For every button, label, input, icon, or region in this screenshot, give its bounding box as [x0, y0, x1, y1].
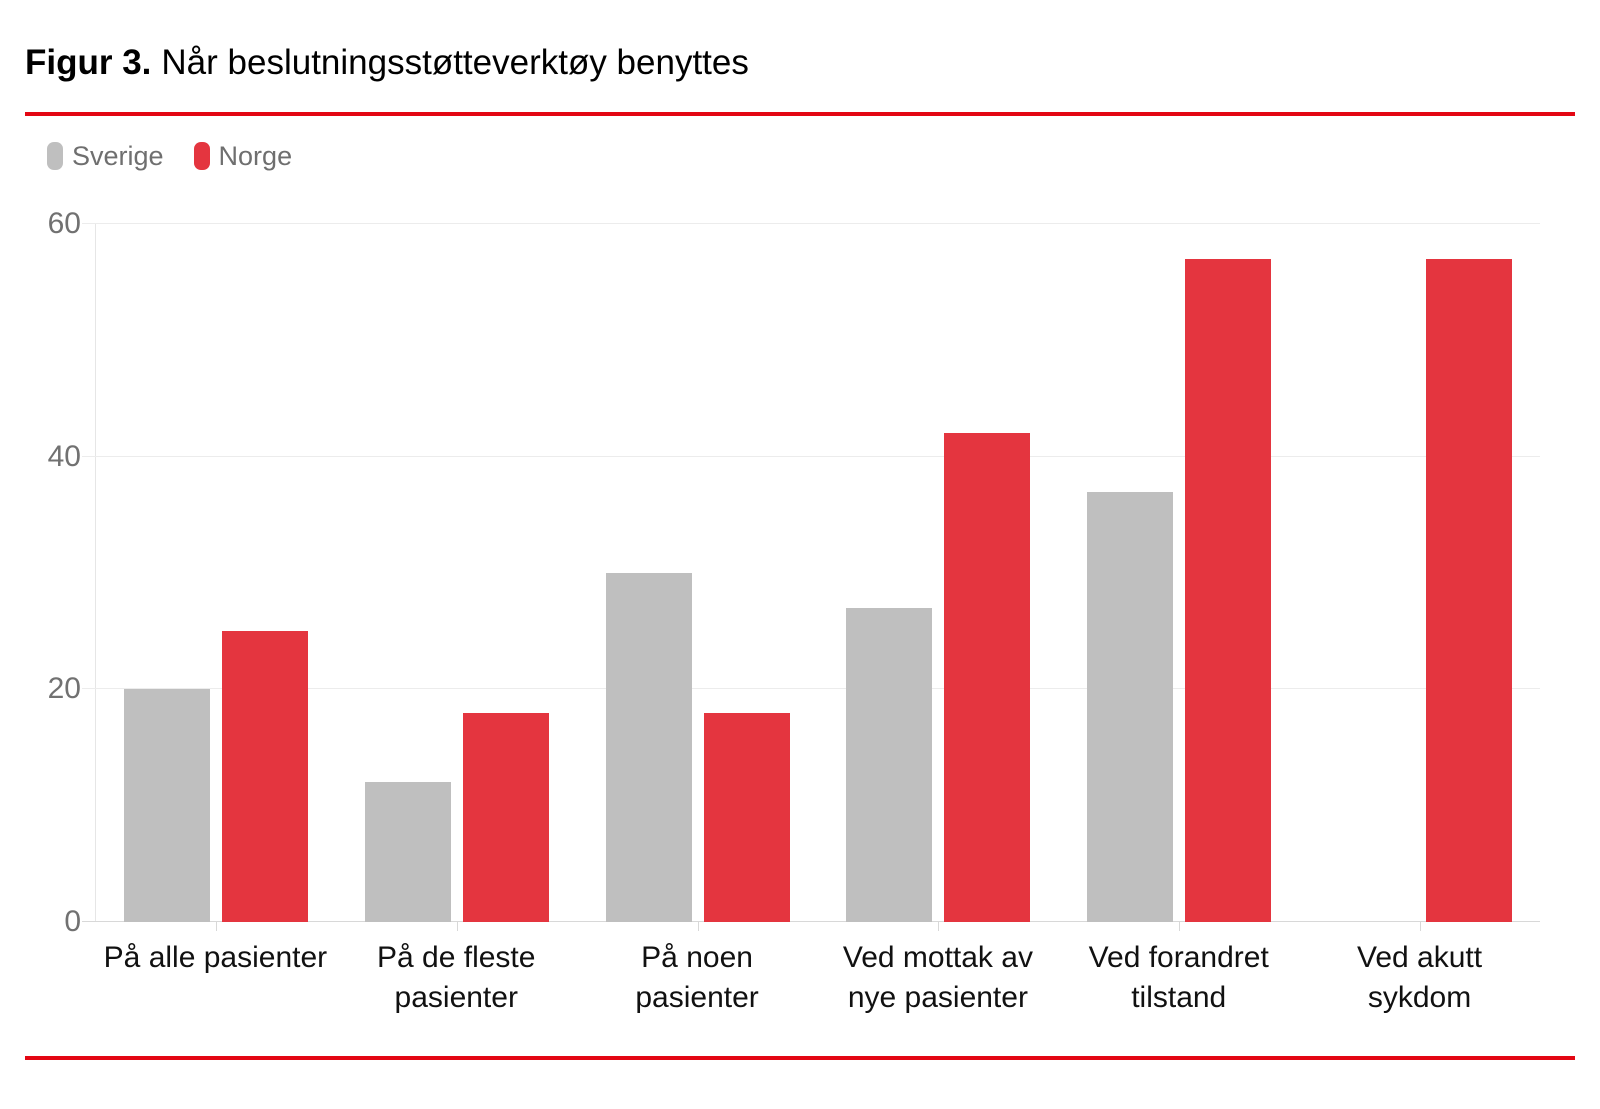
bar-sverige-1	[365, 782, 451, 922]
plot-area	[82, 223, 1540, 931]
x-axis-tick-5	[1419, 922, 1421, 931]
gridline-0	[82, 921, 1540, 922]
x-axis-label-1: På de fleste pasienter	[377, 941, 536, 1014]
y-tick-label-20: 20	[47, 672, 81, 706]
bar-slot-sverige-0	[124, 224, 211, 922]
x-axis-tick-1	[457, 922, 458, 931]
top-red-divider	[25, 112, 1575, 116]
bar-slot-sverige-1	[365, 224, 451, 922]
bar-sverige-3	[846, 607, 933, 922]
bar-group-0	[96, 224, 337, 922]
bar-group-1	[337, 224, 578, 922]
bar-norge-4	[1185, 258, 1272, 922]
bar-slot-sverige-4	[1087, 224, 1174, 922]
gridline-60	[82, 223, 1540, 224]
legend-label-sverige: Sverige	[72, 140, 164, 171]
bar-sverige-2	[605, 573, 692, 922]
legend-item-norge: Norge	[193, 140, 293, 171]
bar-slot-norge-3	[944, 224, 1031, 922]
x-axis-label-4: Ved forandret tilstand	[1088, 941, 1269, 1014]
bar-slot-norge-4	[1185, 224, 1272, 922]
figure-title-text: Når beslutningsstøtteverktøy benyttes	[161, 43, 749, 82]
y-tick-label-0: 0	[64, 905, 81, 938]
x-axis-label-3: Ved mottak av nye pasienter	[842, 941, 1033, 1014]
bar-sverige-0	[124, 689, 211, 922]
legend-swatch-sverige	[47, 142, 63, 170]
x-axis-tick-3	[938, 922, 940, 931]
x-axis-labels: På alle pasienter På de fleste pasienter På…	[95, 938, 1540, 1018]
bar-norge-1	[463, 712, 549, 922]
bottom-red-divider	[25, 1056, 1575, 1060]
legend-label-norge: Norge	[218, 140, 293, 171]
bar-group-2	[577, 224, 818, 922]
bar-group-5	[1299, 224, 1540, 922]
bar-norge-2	[703, 712, 790, 922]
figure-number: Figur 3.	[25, 43, 152, 82]
x-axis-tick-4	[1179, 922, 1180, 931]
bar-slot-norge-0	[222, 224, 309, 922]
bar-slot-norge-2	[703, 224, 790, 922]
y-tick-label-40: 40	[47, 439, 81, 473]
bar-sverige-4	[1087, 491, 1174, 922]
bar-norge-3	[944, 433, 1031, 922]
figure-title: Figur 3. Når beslutningsstøtteverktøy ben…	[25, 0, 1575, 84]
bar-slot-sverige-3	[846, 224, 933, 922]
bar-norge-0	[222, 631, 309, 922]
chart-legend: Sverige Norge	[47, 142, 1575, 170]
bars	[96, 224, 1540, 922]
x-axis-label-5: Ved akutt sykdom	[1357, 941, 1483, 1014]
x-axis-label-2: På noen pasienter	[635, 941, 759, 1014]
gridline-20	[82, 688, 1540, 690]
bar-norge-5	[1425, 258, 1512, 922]
bar-slot-norge-5	[1425, 224, 1512, 922]
bar-slot-sverige-5	[1328, 224, 1414, 922]
x-axis-tick-0	[216, 922, 218, 931]
x-axis-label-0: På alle pasienter	[103, 941, 328, 974]
bar-group-4	[1059, 224, 1300, 922]
gridline-40	[82, 455, 1540, 457]
bar-chart: 0 20 40 60	[25, 209, 1575, 937]
legend-item-sverige: Sverige	[47, 142, 164, 170]
bar-slot-norge-1	[463, 224, 549, 922]
x-axis-tick-2	[697, 922, 699, 931]
y-tick-label-60: 60	[47, 207, 81, 240]
bar-slot-sverige-2	[605, 224, 692, 922]
y-axis: 0 20 40 60	[25, 209, 95, 937]
legend-swatch-norge	[193, 142, 210, 170]
bar-group-3	[818, 224, 1059, 922]
